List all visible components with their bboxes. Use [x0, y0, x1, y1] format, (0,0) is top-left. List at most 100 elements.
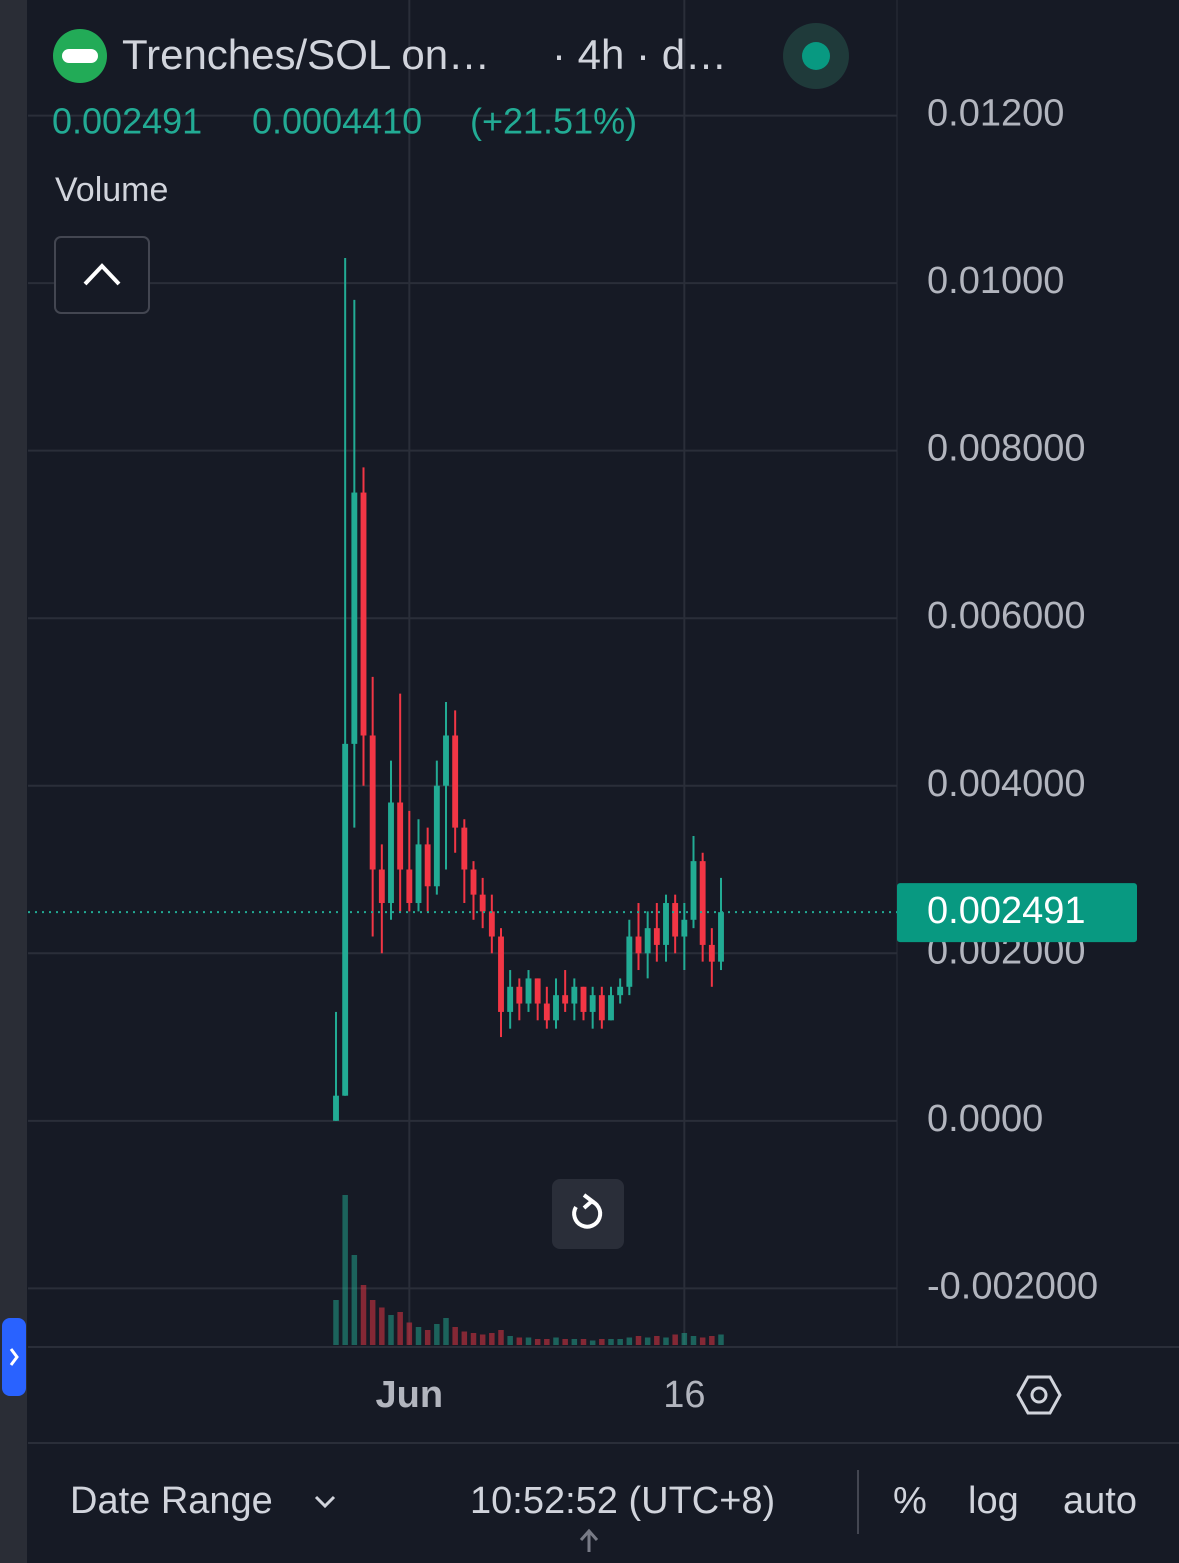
volume-bar [534, 1339, 541, 1345]
volume-bar [672, 1334, 678, 1345]
candle-body [378, 869, 385, 904]
volume-bar [360, 1285, 367, 1345]
volume-bar [589, 1340, 596, 1345]
symbol-logo-mark [62, 49, 98, 63]
y-tick-label: 0.008000 [927, 428, 1086, 470]
candle-body [470, 869, 477, 895]
y-tick-label: 0.0000 [927, 1098, 1043, 1140]
candle-body [534, 978, 541, 1004]
candle-body [589, 995, 596, 1012]
volume-pane [333, 1195, 724, 1345]
side-tab-icon [9, 1348, 19, 1366]
volume-bar [424, 1330, 431, 1345]
change: 0.0004410 [252, 101, 422, 142]
last-price-label: 0.002491 [927, 890, 1086, 932]
candle-body [397, 802, 404, 870]
volume-bar [415, 1327, 422, 1345]
volume-bar [434, 1324, 440, 1345]
candle-body [562, 995, 569, 1004]
volume-bar [654, 1336, 660, 1345]
volume-bar [681, 1333, 688, 1345]
volume-bar [369, 1300, 376, 1345]
auto-toggle[interactable]: auto [1063, 1480, 1137, 1522]
volume-bar [635, 1336, 642, 1345]
volume-bar [644, 1337, 651, 1345]
status-dot [802, 42, 830, 70]
date-range[interactable]: Date Range [70, 1480, 273, 1522]
volume-bar [351, 1255, 358, 1345]
side-strip [0, 0, 27, 1563]
candle-body [351, 492, 358, 744]
candle-body [580, 986, 587, 1012]
candle-body [360, 492, 367, 736]
candle-body [663, 903, 669, 945]
reset-button[interactable] [552, 1179, 624, 1249]
price: 0.002491 [52, 101, 202, 142]
candle-body [672, 903, 679, 937]
volume-bar [544, 1339, 550, 1345]
y-tick-label: 0.006000 [927, 595, 1086, 637]
scroll-arrow[interactable] [579, 1528, 599, 1552]
candle-body [333, 1095, 339, 1121]
candle-body [388, 802, 394, 904]
candle-body [498, 936, 504, 1012]
candle-body [488, 911, 495, 937]
volume-bar [553, 1337, 559, 1345]
percent-toggle[interactable]: % [893, 1480, 927, 1522]
candle-body [553, 995, 559, 1021]
candle-body [424, 844, 431, 887]
settings-button[interactable] [1016, 1375, 1062, 1415]
volume-bar [507, 1336, 513, 1345]
volume-bar [599, 1339, 605, 1345]
candle-body [415, 844, 422, 904]
x-tick-label: Jun [376, 1374, 444, 1416]
interval[interactable]: · 4h · d… [552, 31, 727, 78]
y-tick-label: 0.01000 [927, 260, 1064, 302]
volume-bar [397, 1312, 403, 1345]
time[interactable]: 10:52:52 (UTC+8) [470, 1480, 775, 1522]
volume-bar [498, 1330, 504, 1345]
collapse-button[interactable] [54, 236, 150, 314]
candle-body [433, 785, 440, 887]
y-tick-label: -0.002000 [927, 1265, 1098, 1307]
symbol[interactable]: Trenches/SOL on… [122, 31, 490, 78]
candle-body [516, 986, 523, 1004]
volume-bar [333, 1300, 339, 1345]
candle-body [543, 1003, 550, 1021]
volume-bar [379, 1307, 385, 1345]
candle-body [342, 743, 349, 1096]
toolbar [28, 1445, 1179, 1563]
candle-body [461, 827, 468, 870]
log-toggle[interactable]: log [968, 1480, 1019, 1522]
volume-bar [699, 1337, 706, 1345]
candle-body [443, 735, 449, 786]
candle-body [369, 735, 376, 870]
volume-bar [452, 1327, 458, 1345]
candle-body [507, 986, 514, 1012]
candle-body [699, 861, 706, 945]
candle-body [617, 986, 624, 996]
volume-bar [342, 1195, 348, 1345]
volume-bar [626, 1337, 633, 1345]
candle-body [718, 912, 724, 962]
volume-bar [516, 1337, 523, 1345]
candle-body [608, 995, 614, 1021]
x-tick-label: 16 [663, 1374, 705, 1416]
settings-icon [1030, 1386, 1048, 1404]
date-range-caret [314, 1495, 336, 1509]
candle-body [690, 861, 697, 920]
last-price-box [897, 883, 1137, 943]
reset-icon-arrow [582, 1193, 596, 1210]
volume-bar [580, 1339, 587, 1345]
volume-bar [617, 1339, 623, 1345]
volume-bar [461, 1331, 468, 1345]
volume-bar [525, 1337, 532, 1345]
volume-bar [608, 1339, 614, 1345]
volume-bar [470, 1333, 477, 1345]
volume-bar [388, 1315, 394, 1345]
side-tab[interactable] [2, 1318, 26, 1396]
volume-bar [718, 1334, 724, 1345]
candle-body [406, 869, 413, 904]
